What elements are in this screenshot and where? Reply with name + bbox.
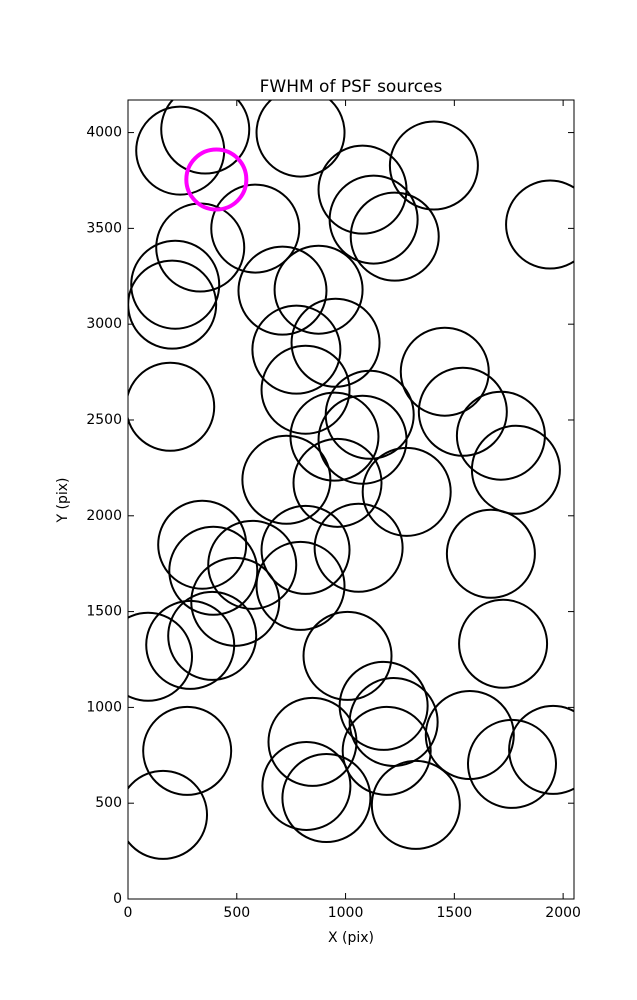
psf-source <box>508 704 574 795</box>
psf-source <box>260 504 351 595</box>
y-tick-label: 3000 <box>86 316 122 332</box>
psf-source <box>445 508 536 599</box>
psf-source <box>470 424 561 515</box>
psf-source <box>313 502 404 593</box>
psf-source <box>417 366 508 457</box>
y-tick-label: 1000 <box>86 699 122 715</box>
psf-source <box>399 326 490 417</box>
psf-source <box>267 696 358 787</box>
psf-source <box>370 759 461 850</box>
y-axis-label: Y (pix) <box>55 478 71 524</box>
psf-source <box>142 705 233 796</box>
y-tick-label: 4000 <box>86 125 122 141</box>
plot-frame <box>127 99 575 900</box>
psf-source <box>184 147 249 212</box>
psf-source <box>128 611 194 702</box>
psf-source <box>145 599 236 690</box>
psf-source <box>466 718 557 809</box>
x-tick-label: 500 <box>223 905 250 921</box>
psf-source <box>273 244 364 335</box>
psf-source <box>251 304 342 395</box>
psf-source <box>128 769 209 860</box>
x-tick-label: 0 <box>124 905 133 921</box>
psf-source <box>130 239 221 330</box>
y-tick-label: 1500 <box>86 604 122 620</box>
y-tick-label: 0 <box>113 891 122 907</box>
psf-source <box>388 120 479 211</box>
psf-source <box>260 344 351 435</box>
x-tick-label: 2000 <box>545 905 581 921</box>
psf-source <box>210 183 301 274</box>
psf-source <box>128 361 216 452</box>
psf-source <box>157 499 248 590</box>
psf-source <box>281 753 372 844</box>
x-tick-label: 1500 <box>437 905 473 921</box>
psf-source <box>361 446 452 537</box>
psf-source <box>255 100 346 178</box>
psf-source <box>338 660 429 751</box>
psf-source <box>341 705 432 796</box>
y-tick-label: 3500 <box>86 220 122 236</box>
psf-source <box>349 191 440 282</box>
y-tick-label: 2500 <box>86 412 122 428</box>
psf-source <box>168 525 259 616</box>
y-tick-label: 500 <box>95 795 122 811</box>
chart-title: FWHM of PSF sources <box>260 77 443 97</box>
psf-source <box>505 179 574 270</box>
psf-source <box>167 590 258 681</box>
psf-source <box>160 100 251 175</box>
psf-source <box>241 434 332 525</box>
psf-source <box>458 598 549 689</box>
psf-source <box>255 540 346 631</box>
psf-source <box>302 610 393 701</box>
psf-source <box>237 245 328 336</box>
psf-source <box>261 740 352 831</box>
psf-source <box>207 519 298 610</box>
x-tick-label: 1000 <box>328 905 364 921</box>
x-axis-label: X (pix) <box>328 930 374 946</box>
psf-source <box>328 174 419 265</box>
y-tick-label: 2000 <box>86 508 122 524</box>
psf-source <box>292 437 383 528</box>
